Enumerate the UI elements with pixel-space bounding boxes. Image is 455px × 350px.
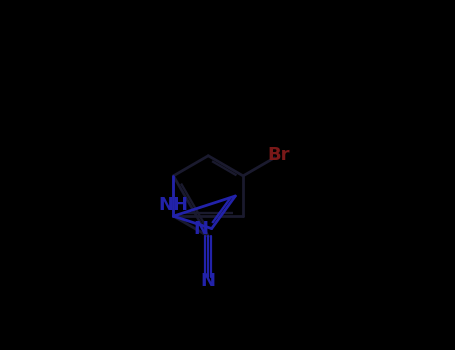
Text: Br: Br (268, 146, 290, 164)
Text: NH: NH (158, 196, 188, 214)
Text: N: N (194, 219, 209, 238)
Text: N: N (201, 272, 216, 290)
